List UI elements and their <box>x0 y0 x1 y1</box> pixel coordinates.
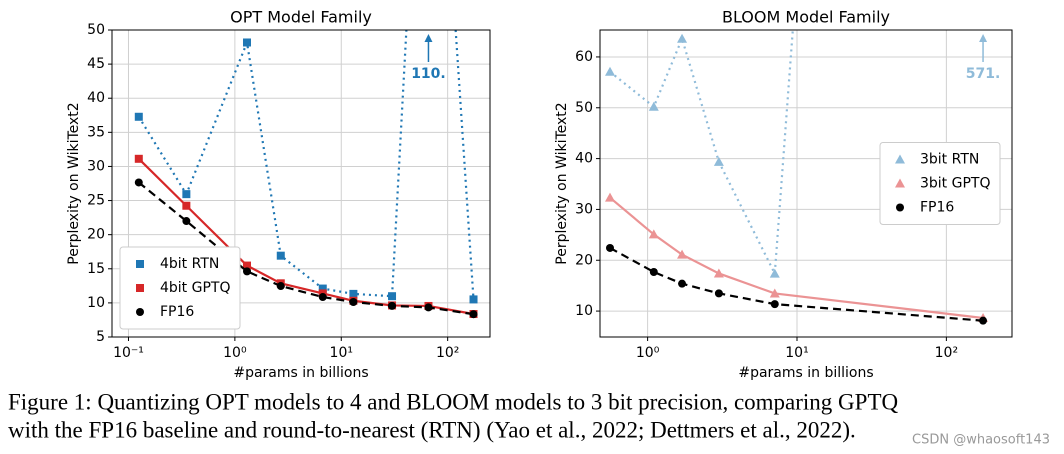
chart-title: BLOOM Model Family <box>722 8 890 27</box>
marker <box>134 112 143 121</box>
y-tick-label: 50 <box>87 22 105 38</box>
marker <box>979 316 988 325</box>
x-tick-label: 10⁰ <box>636 345 660 361</box>
y-tick-label: 10 <box>575 303 593 319</box>
marker <box>242 38 251 47</box>
marker <box>677 249 688 259</box>
y-axis-label: Perplexity on WikiText2 <box>66 102 82 264</box>
x-tick-label: 10¹ <box>330 345 353 361</box>
series-line <box>609 196 984 320</box>
marker <box>677 33 688 43</box>
marker <box>182 201 191 210</box>
marker <box>678 279 687 288</box>
legend-label: 3bit GPTQ <box>920 176 991 192</box>
legend-label: FP16 <box>920 200 954 216</box>
marker <box>388 292 397 301</box>
marker <box>769 288 780 298</box>
y-tick-label: 50 <box>575 100 593 116</box>
legend-label: 3bit RTN <box>920 152 979 168</box>
marker <box>769 268 780 278</box>
marker <box>182 190 191 199</box>
marker <box>388 301 397 310</box>
annotation-arrowhead <box>424 34 433 42</box>
y-tick-label: 15 <box>87 261 105 277</box>
marker <box>136 260 144 268</box>
x-tick-label: 10¹ <box>785 345 808 361</box>
y-tick-label: 20 <box>87 227 105 243</box>
marker <box>136 308 144 316</box>
marker <box>648 229 659 239</box>
y-tick-label: 30 <box>575 201 593 217</box>
marker <box>649 267 658 276</box>
marker <box>318 284 327 293</box>
marker <box>605 66 616 76</box>
marker <box>895 154 905 164</box>
marker <box>134 178 143 187</box>
marker <box>349 289 358 298</box>
marker <box>182 217 191 226</box>
marker <box>770 300 779 309</box>
y-tick-label: 10 <box>87 295 105 311</box>
watermark: CSDN @whaosoft143 <box>912 433 1050 448</box>
y-tick-label: 40 <box>575 151 593 167</box>
series-line <box>609 246 984 322</box>
marker <box>318 293 327 302</box>
marker <box>469 295 478 304</box>
y-tick-label: 35 <box>87 124 105 140</box>
marker <box>713 268 724 278</box>
legend-box <box>119 246 241 330</box>
marker <box>424 303 433 312</box>
marker <box>895 178 905 188</box>
plot-area <box>134 30 478 319</box>
marker <box>713 156 724 166</box>
plot-frame <box>599 29 1013 338</box>
series-line <box>138 181 474 316</box>
y-tick-label: 5 <box>96 329 105 345</box>
marker <box>242 261 251 270</box>
marker <box>276 251 285 260</box>
x-axis-label: #params in billions <box>233 365 368 381</box>
marker <box>648 101 659 111</box>
y-axis-label: Perplexity on WikiText2 <box>554 102 570 264</box>
marker <box>349 298 358 307</box>
plot-frame <box>111 29 491 338</box>
x-tick-label: 10² <box>935 345 958 361</box>
legend-label: FP16 <box>160 304 194 320</box>
x-axis-label: #params in billions <box>738 365 873 381</box>
y-tick-label: 60 <box>575 49 593 65</box>
marker <box>896 203 904 212</box>
plot-area <box>605 30 989 325</box>
marker <box>605 192 616 202</box>
y-tick-label: 30 <box>87 158 105 174</box>
marker <box>242 267 251 276</box>
y-tick-label: 45 <box>87 56 105 72</box>
marker <box>136 284 144 292</box>
caption-line: with the FP16 baseline and round-to-near… <box>8 417 856 442</box>
annotation: 110. <box>411 66 446 82</box>
legend-label: 4bit GPTQ <box>160 280 231 296</box>
marker <box>606 243 615 252</box>
y-tick-label: 40 <box>87 90 105 106</box>
x-tick-label: 10⁰ <box>223 345 247 361</box>
marker <box>134 154 143 163</box>
legend-box <box>879 142 1001 225</box>
marker <box>714 289 723 298</box>
x-tick-label: 10⁻¹ <box>113 345 144 361</box>
y-tick-label: 20 <box>575 252 593 268</box>
marker <box>276 282 285 291</box>
caption-line: Figure 1: Quantizing OPT models to 4 and… <box>8 389 898 414</box>
marker <box>469 310 478 319</box>
chart-title: OPT Model Family <box>230 8 372 27</box>
y-tick-label: 25 <box>87 193 105 209</box>
legend-label: 4bit RTN <box>160 256 219 272</box>
x-tick-label: 10² <box>436 345 459 361</box>
annotation-arrowhead <box>979 34 988 42</box>
annotation: 571. <box>966 66 1001 82</box>
